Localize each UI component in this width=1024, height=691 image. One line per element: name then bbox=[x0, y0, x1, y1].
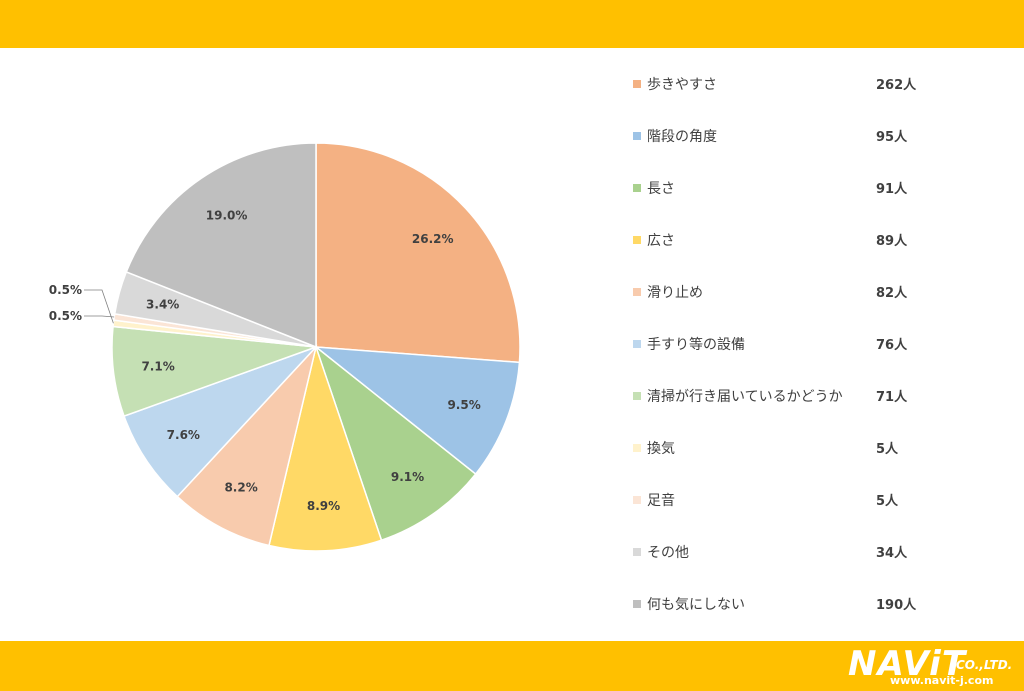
legend-swatch bbox=[633, 444, 641, 452]
pie-chart: 26.2% 9.5% 9.1% 8.9% 8.2% 7.6% 7.1% 0.5% 0.5% 3.4… bbox=[49, 142, 521, 552]
pie-data-label: 0.5% bbox=[49, 283, 82, 297]
legend-item: 歩きやすさ 262人 bbox=[633, 72, 933, 96]
pie-slice bbox=[176, 344, 318, 547]
legend-swatch bbox=[633, 288, 641, 296]
legend-item: その他 34人 bbox=[633, 540, 933, 564]
legend-label: その他 bbox=[647, 545, 689, 561]
legend-label: 広さ bbox=[647, 233, 675, 249]
top-band bbox=[0, 0, 1024, 48]
legend-item: 広さ 89人 bbox=[633, 228, 933, 252]
logo-main-text: NAViT bbox=[848, 644, 967, 684]
legend-count: 82人 bbox=[876, 286, 908, 301]
legend-label: 階段の角度 bbox=[647, 129, 717, 145]
legend-swatch bbox=[633, 132, 641, 140]
pie-data-label: 19.0% bbox=[206, 208, 248, 222]
legend-swatch bbox=[633, 236, 641, 244]
legend-count: 262人 bbox=[876, 78, 917, 93]
legend-item: 清掃が行き届いているかどうか 71人 bbox=[633, 384, 933, 408]
legend-count: 91人 bbox=[876, 182, 908, 197]
legend-count: 71人 bbox=[876, 390, 908, 405]
legend-count: 5人 bbox=[876, 494, 899, 509]
logo-suffix-text: CO.,LTD. bbox=[956, 658, 1013, 672]
legend-count: 5人 bbox=[876, 442, 899, 457]
legend-swatch bbox=[633, 392, 641, 400]
legend-swatch bbox=[633, 184, 641, 192]
legend-label: 足音 bbox=[647, 493, 675, 509]
legend-count: 190人 bbox=[876, 598, 917, 613]
pie-data-label: 26.2% bbox=[412, 232, 454, 246]
legend-item: 何も気にしない 190人 bbox=[633, 592, 933, 616]
legend-item: 換気 5人 bbox=[633, 436, 933, 460]
logo-url-text: www.navit-j.com bbox=[890, 674, 994, 687]
legend-label: 滑り止め bbox=[647, 285, 703, 301]
legend-item: 長さ 91人 bbox=[633, 176, 933, 200]
legend-swatch bbox=[633, 600, 641, 608]
pie-data-label: 3.4% bbox=[146, 298, 179, 312]
pie-data-label: 9.1% bbox=[391, 470, 424, 484]
company-logo: NAViT CO.,LTD. www.navit-j.com bbox=[848, 644, 1018, 688]
bottom-band bbox=[0, 641, 1024, 691]
pie-leader-line bbox=[84, 289, 114, 324]
legend-count: 76人 bbox=[876, 338, 908, 353]
legend-swatch bbox=[633, 548, 641, 556]
legend-count: 95人 bbox=[876, 130, 908, 145]
legend-swatch bbox=[633, 340, 641, 348]
legend-label: 換気 bbox=[647, 441, 675, 457]
legend-item: 階段の角度 95人 bbox=[633, 124, 933, 148]
legend-label: 歩きやすさ bbox=[647, 77, 717, 93]
pie-slice bbox=[315, 142, 521, 364]
legend-label: 清掃が行き届いているかどうか bbox=[647, 389, 843, 405]
legend-item: 滑り止め 82人 bbox=[633, 280, 933, 304]
pie-slice bbox=[314, 344, 477, 542]
pie-slice bbox=[268, 344, 383, 552]
legend-count: 34人 bbox=[876, 546, 908, 561]
pie-data-label: 7.6% bbox=[167, 428, 200, 442]
legend-item: 手すり等の設備 76人 bbox=[633, 332, 933, 356]
pie-data-label: 0.5% bbox=[49, 309, 82, 323]
pie-data-label: 9.5% bbox=[447, 398, 480, 412]
legend-label: 長さ bbox=[647, 181, 675, 197]
legend-label: 何も気にしない bbox=[647, 597, 745, 613]
pie-slice bbox=[313, 346, 521, 476]
legend-count: 89人 bbox=[876, 234, 908, 249]
pie-leader-line bbox=[84, 315, 115, 318]
pie-data-label: 7.1% bbox=[141, 359, 174, 373]
legend-label: 手すり等の設備 bbox=[647, 337, 745, 353]
legend-swatch bbox=[633, 80, 641, 88]
pie-data-label: 8.2% bbox=[224, 480, 257, 494]
pie-data-label: 8.9% bbox=[307, 499, 340, 513]
legend-swatch bbox=[633, 496, 641, 504]
legend-item: 足音 5人 bbox=[633, 488, 933, 512]
pie-slice bbox=[123, 346, 317, 498]
pie-slice bbox=[125, 142, 317, 349]
